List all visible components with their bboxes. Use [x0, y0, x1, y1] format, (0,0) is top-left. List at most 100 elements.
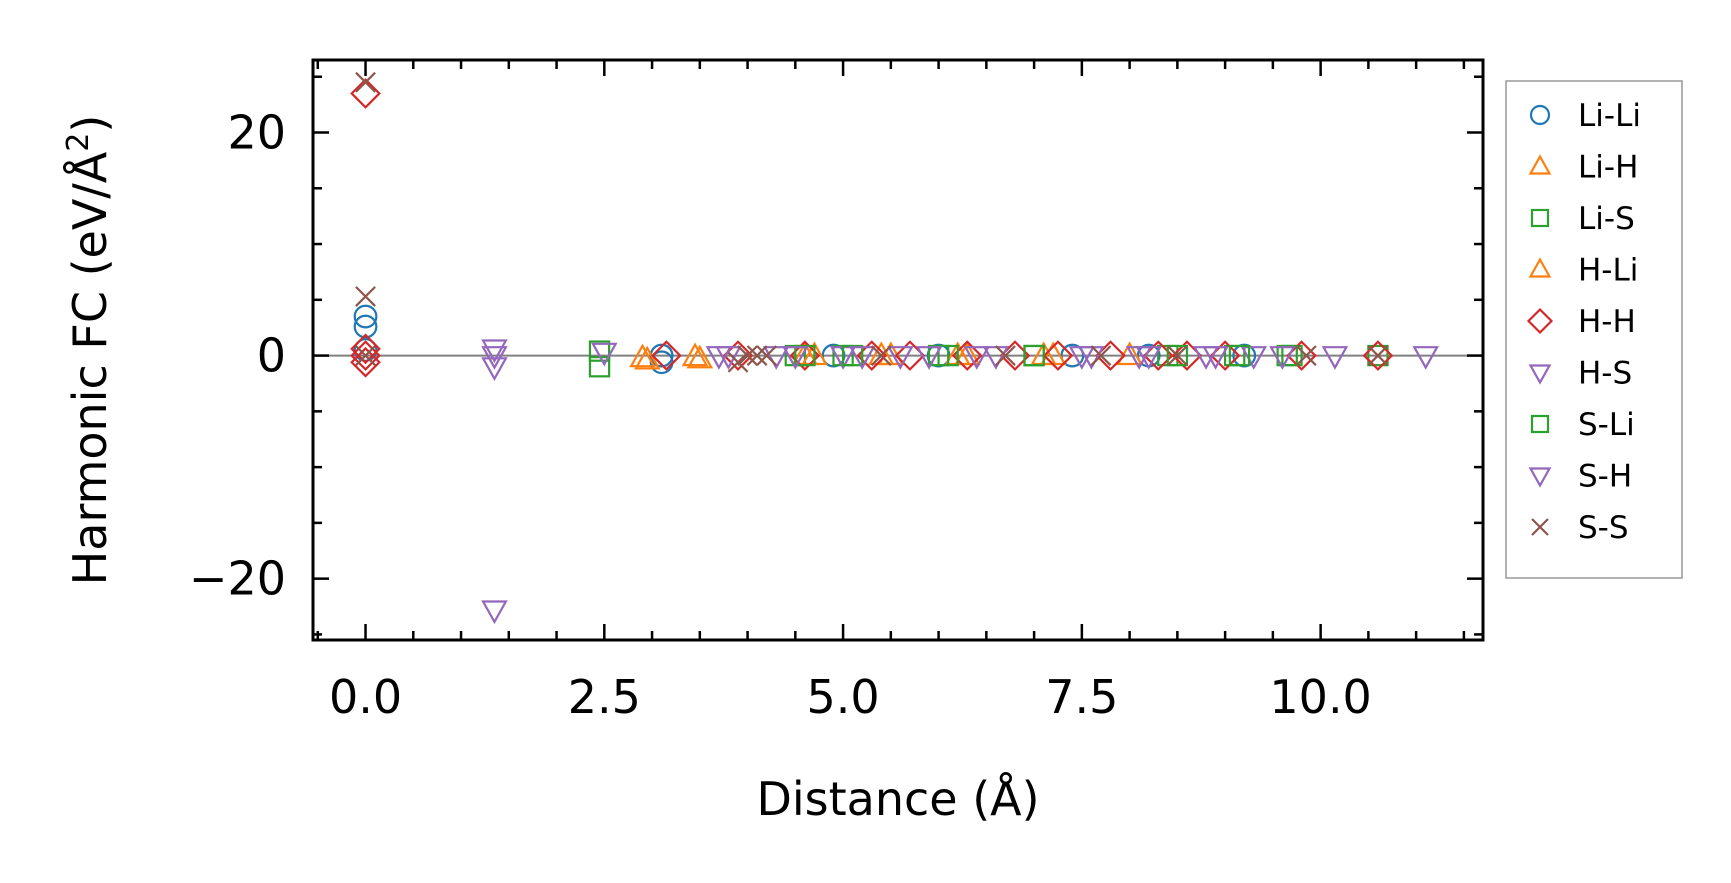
data-point-s-h-0 — [481, 600, 508, 625]
data-point-s-h-8 — [1192, 346, 1220, 370]
legend-label: H-Li — [1578, 253, 1638, 289]
data-point-li-li-5 — [821, 343, 846, 368]
data-point-h-h-17 — [1362, 340, 1394, 371]
legend-label: S-Li — [1578, 407, 1635, 443]
legend-entry-s-li: S-Li — [1530, 407, 1635, 443]
x-tick-label: 10.0 — [1269, 670, 1371, 724]
series-li-li — [353, 304, 1257, 375]
data-point-h-s-7 — [887, 346, 914, 370]
legend-label: Li-S — [1578, 201, 1635, 237]
data-point-s-li-0 — [794, 344, 816, 367]
data-point-s-s-10 — [1166, 345, 1188, 366]
data-point-li-li-9 — [1232, 343, 1257, 368]
data-point-li-s-9 — [1367, 344, 1389, 367]
data-point-h-h-3 — [350, 346, 381, 378]
legend-marker-li-h — [1528, 154, 1552, 175]
data-point-s-li-3 — [1023, 344, 1045, 367]
legend-marker-h-h — [1526, 307, 1554, 335]
legend-label: H-H — [1578, 304, 1636, 340]
plot-area-frame — [311, 58, 1485, 642]
legend-marker-s-s — [1531, 518, 1549, 536]
y-axis-title-superscript: 2 — [61, 133, 96, 152]
data-point-h-li-1 — [686, 344, 714, 369]
data-point-h-s-0 — [481, 339, 508, 364]
data-point-s-s-1 — [355, 286, 376, 307]
data-point-s-h-3 — [848, 346, 876, 370]
data-point-li-li-1 — [353, 314, 378, 339]
data-point-s-s-9 — [1090, 345, 1112, 366]
data-point-s-li-2 — [937, 344, 959, 367]
legend-entry-li-li: Li-Li — [1529, 98, 1641, 134]
data-point-li-h-0 — [629, 343, 656, 368]
legend-entry-li-h: Li-H — [1528, 150, 1638, 186]
legend-entry-li-s: Li-S — [1530, 201, 1635, 237]
data-point-s-s-6 — [756, 345, 778, 366]
legend-label: H-S — [1578, 356, 1632, 392]
x-tick-label: 2.5 — [568, 670, 641, 724]
data-point-s-li-6 — [1276, 344, 1298, 367]
legend-marker-h-s — [1528, 364, 1552, 385]
series-s-h — [481, 346, 1439, 625]
data-point-li-s-0 — [588, 340, 611, 362]
data-point-li-li-2 — [353, 338, 378, 362]
data-point-s-h-9 — [1269, 346, 1296, 370]
data-point-s-s-4 — [737, 345, 758, 366]
y-axis-title-main: Harmonic FC (eV/Å — [63, 151, 117, 585]
legend-label: Li-Li — [1578, 98, 1641, 134]
x-tick-label: 5.0 — [807, 670, 880, 724]
data-point-s-s-7 — [870, 345, 892, 366]
y-tick-label: 0 — [257, 329, 286, 383]
data-point-s-s-11 — [1295, 345, 1317, 366]
legend-label: S-H — [1578, 459, 1632, 495]
series-s-li — [794, 344, 1298, 367]
data-point-s-s-5 — [746, 345, 768, 366]
data-point-h-h-0 — [350, 78, 381, 109]
x-tick-label: 0.0 — [329, 670, 402, 724]
plot-area-background — [313, 60, 1483, 640]
legend-marker-li-s — [1530, 208, 1550, 228]
data-point-s-h-2 — [782, 346, 809, 370]
data-point-h-h-4 — [651, 340, 682, 371]
data-point-s-s-12 — [1367, 345, 1389, 366]
data-point-h-h-11 — [1042, 340, 1074, 371]
series-s-s — [355, 71, 1389, 373]
data-point-s-h-10 — [1321, 346, 1349, 370]
y-tick-label: 20 — [227, 106, 286, 160]
data-point-h-h-1 — [350, 333, 381, 365]
y-axis-title-close: ) — [63, 115, 117, 133]
data-point-s-s-2 — [355, 345, 376, 366]
data-point-s-li-1 — [841, 344, 864, 367]
data-point-s-s-8 — [995, 345, 1016, 366]
legend-entry-h-li: H-Li — [1528, 253, 1638, 289]
x-tick-label: 7.5 — [1045, 670, 1118, 724]
legend-entry-h-h: H-H — [1526, 304, 1636, 340]
data-point-h-s-8 — [963, 346, 991, 370]
data-point-h-li-4 — [953, 341, 981, 366]
legend-label: S-S — [1578, 510, 1629, 546]
legend: Li-Li Li-H Li-S H-Li H-H H-S S-Li S-H S-S — [1505, 80, 1683, 579]
legend-marker-s-li — [1530, 414, 1550, 434]
y-axis-title: Harmonic FC (eV/Å2) — [61, 115, 117, 586]
legend-entry-h-s: H-S — [1528, 356, 1632, 392]
data-point-h-li-0 — [634, 345, 661, 370]
legend-marker-s-h — [1528, 467, 1552, 488]
data-point-s-s-3 — [727, 351, 749, 373]
y-tick-label: −20 — [189, 552, 286, 606]
data-point-h-h-2 — [350, 340, 381, 371]
data-point-s-li-4 — [1166, 344, 1189, 367]
data-point-li-li-7 — [1060, 343, 1085, 368]
x-axis-title: Distance (Å) — [756, 772, 1039, 826]
data-point-s-h-7 — [1135, 346, 1162, 370]
legend-label: Li-H — [1578, 150, 1638, 186]
data-point-s-h-4 — [915, 346, 943, 370]
data-point-h-s-2 — [481, 357, 508, 381]
data-point-s-h-11 — [1412, 346, 1439, 370]
data-point-s-li-5 — [1228, 344, 1251, 367]
data-point-s-s-0 — [355, 71, 376, 93]
data-point-h-s-3 — [591, 342, 618, 367]
data-point-li-h-1 — [681, 342, 709, 367]
legend-marker-h-li — [1528, 257, 1552, 278]
legend-marker-li-li — [1529, 104, 1551, 126]
legend-entry-s-h: S-H — [1528, 459, 1632, 495]
